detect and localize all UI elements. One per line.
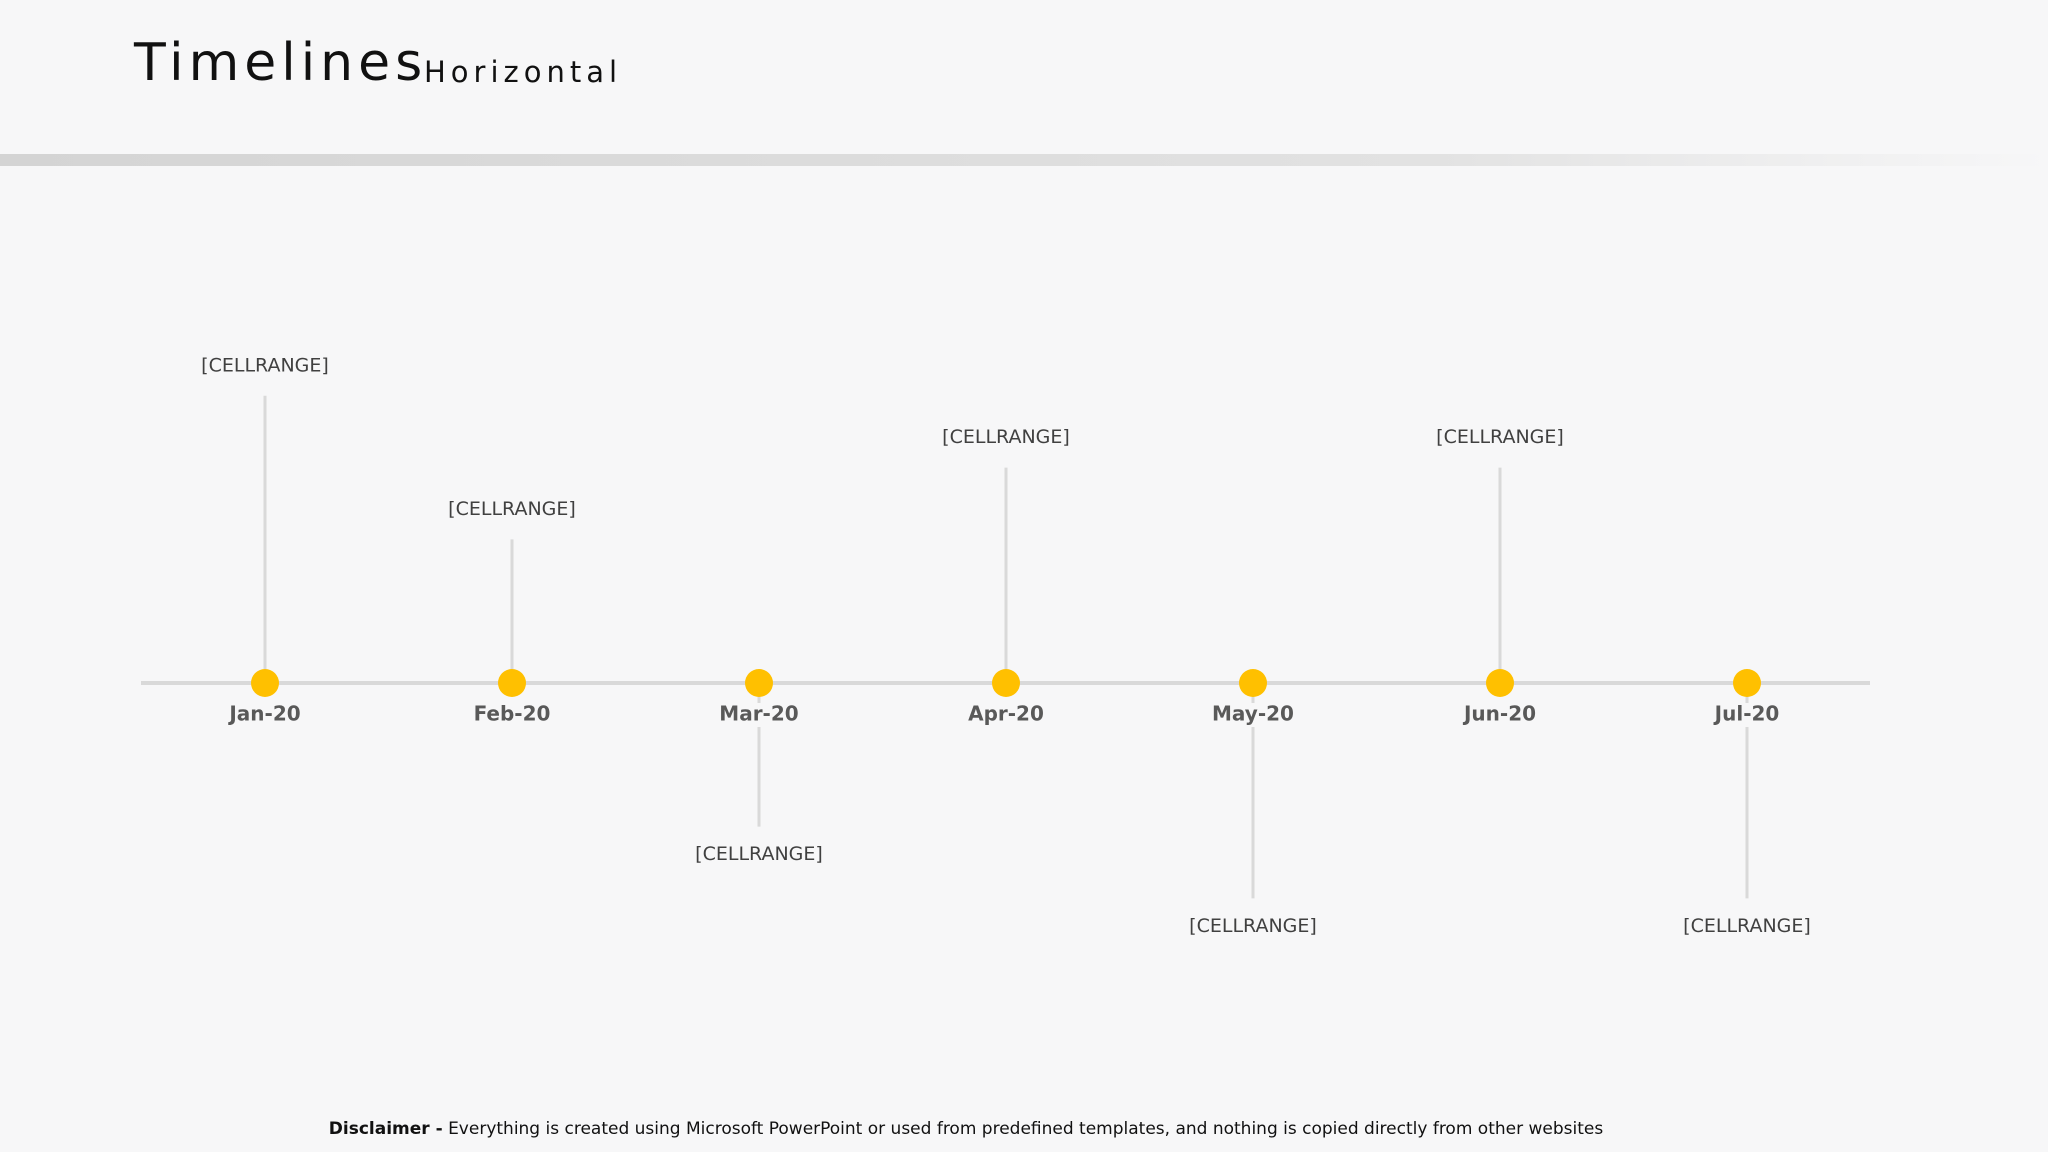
x-tick-label: Apr-20 bbox=[968, 702, 1044, 726]
label-bg bbox=[1213, 703, 1293, 727]
annotation: [CELLRANGE] bbox=[448, 498, 576, 520]
label-bg bbox=[719, 703, 799, 727]
x-tick-label: Jun-20 bbox=[1462, 702, 1536, 726]
marker bbox=[745, 669, 773, 697]
annotation: [CELLRANGE] bbox=[201, 354, 329, 376]
label-bg bbox=[1707, 703, 1787, 727]
x-tick-label: Jul-20 bbox=[1713, 702, 1780, 726]
marker bbox=[498, 669, 526, 697]
marker bbox=[251, 669, 279, 697]
annotation: [CELLRANGE] bbox=[942, 426, 1070, 448]
annotation: [CELLRANGE] bbox=[695, 843, 823, 865]
x-tick-label: Feb-20 bbox=[474, 702, 551, 726]
x-tick-label: Mar-20 bbox=[719, 702, 798, 726]
x-tick-label: May-20 bbox=[1212, 702, 1294, 726]
disclaimer: Disclaimer - Everything is created using… bbox=[329, 1119, 1604, 1139]
marker bbox=[1733, 669, 1761, 697]
label-bg bbox=[472, 703, 552, 727]
x-tick-label: Jan-20 bbox=[227, 702, 300, 726]
chart-subtitle: Horizontal bbox=[424, 55, 622, 89]
marker bbox=[992, 669, 1020, 697]
header-bar bbox=[0, 154, 2048, 166]
label-bg bbox=[966, 703, 1046, 727]
annotation: [CELLRANGE] bbox=[1683, 915, 1811, 937]
annotation: [CELLRANGE] bbox=[1189, 915, 1317, 937]
disclaimer-label: Disclaimer - bbox=[329, 1119, 443, 1139]
chart-title: Timelines bbox=[133, 33, 427, 93]
label-bg bbox=[1460, 703, 1540, 727]
annotation: [CELLRANGE] bbox=[1436, 426, 1564, 448]
marker bbox=[1486, 669, 1514, 697]
marker bbox=[1239, 669, 1267, 697]
disclaimer-text: Everything is created using Microsoft Po… bbox=[448, 1119, 1603, 1139]
label-bg bbox=[225, 703, 305, 727]
